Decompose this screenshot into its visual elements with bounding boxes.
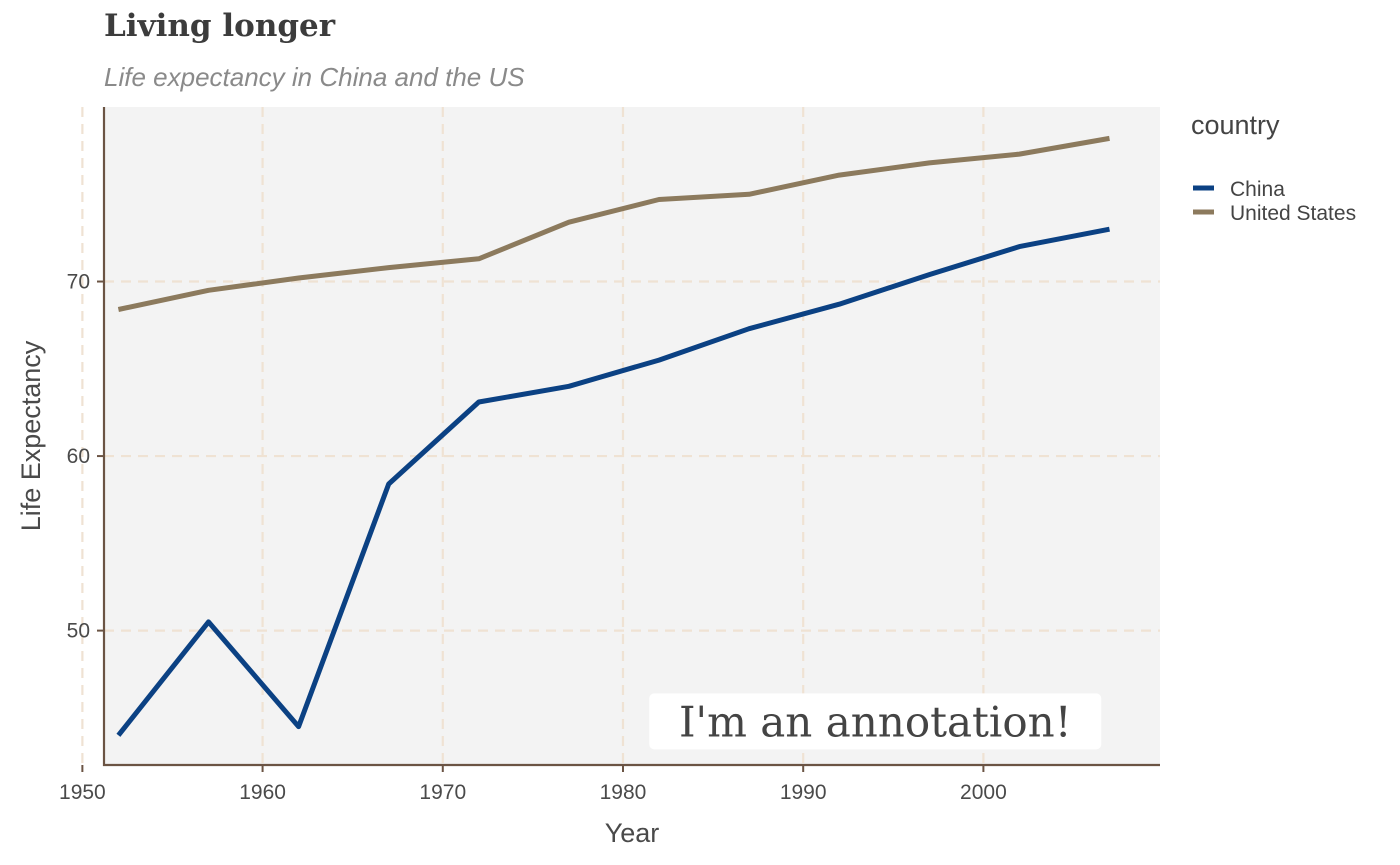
x-axis-title: Year bbox=[605, 818, 660, 848]
x-tick-label: 1970 bbox=[419, 781, 466, 804]
x-tick-label: 2000 bbox=[960, 781, 1007, 804]
x-tick-label: 1950 bbox=[59, 781, 106, 804]
legend-label: China bbox=[1230, 178, 1285, 201]
chart-subtitle: Life expectancy in China and the US bbox=[104, 62, 525, 92]
annotation-text: I'm an annotation! bbox=[679, 697, 1072, 746]
annotation-background bbox=[649, 693, 1102, 750]
series-line bbox=[117, 135, 1110, 312]
legend-title: country bbox=[1191, 110, 1280, 140]
legend-label: United States bbox=[1230, 202, 1356, 225]
chart-title: Living longer bbox=[104, 8, 336, 44]
x-tick-label: 1960 bbox=[239, 781, 286, 804]
x-tick-label: 1980 bbox=[600, 781, 647, 804]
x-tick-label: 1990 bbox=[780, 781, 827, 804]
y-axis-title: Life Expectancy bbox=[16, 340, 46, 531]
y-tick-label: 50 bbox=[67, 620, 90, 643]
series-line bbox=[116, 226, 1110, 737]
y-tick-label: 70 bbox=[67, 271, 90, 294]
y-tick-label: 60 bbox=[67, 445, 90, 468]
